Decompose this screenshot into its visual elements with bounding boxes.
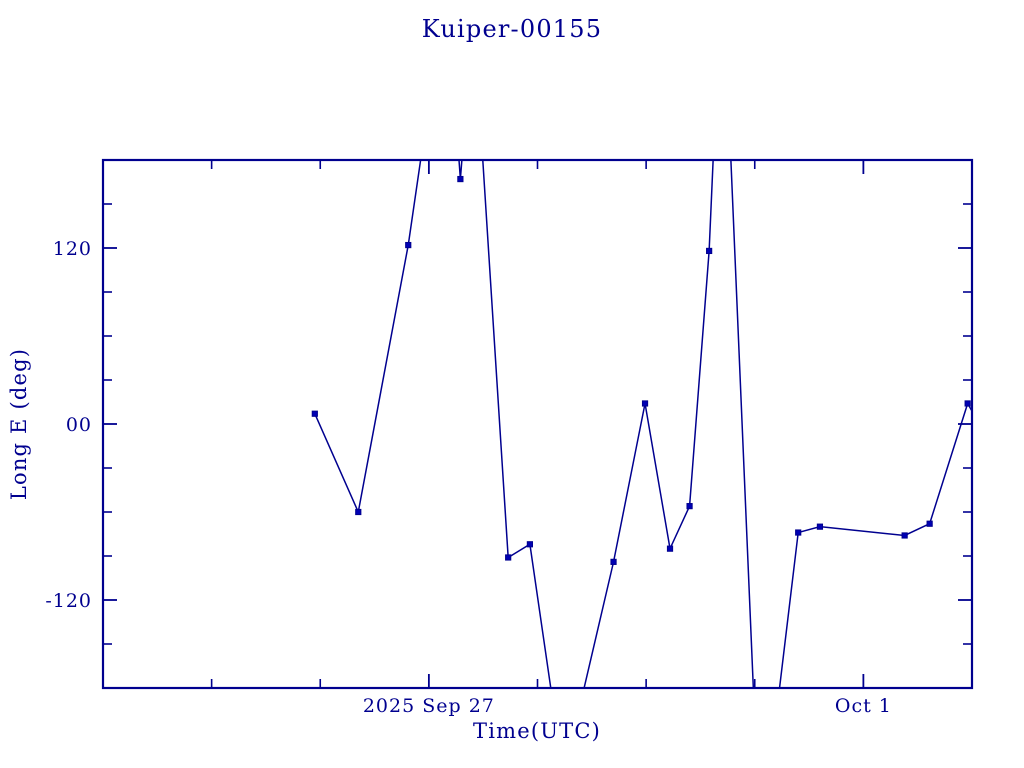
data-point-marker: [816, 523, 824, 530]
data-point-marker: [926, 520, 933, 527]
y-axis-tick-label: 120: [53, 238, 92, 260]
data-point-marker: [457, 175, 464, 183]
y-axis-tick-labels: 120 00 -120: [45, 238, 92, 612]
data-point-marker: [666, 545, 674, 552]
data-point-marker: [526, 541, 533, 548]
x-axis-tick-label: Oct 1: [835, 695, 892, 717]
data-point-marker: [505, 554, 512, 561]
series-line-long-e: [314, 160, 972, 688]
y-axis-ticks: [103, 203, 972, 645]
x-axis-tick-label: 2025 Sep 27: [363, 695, 495, 717]
data-point-marker: [686, 503, 693, 510]
data-point-marker: [355, 508, 362, 516]
axis-frame: [101, 158, 974, 690]
data-point-marker: [405, 241, 412, 249]
x-axis-ticks: [210, 160, 865, 688]
series-layer: [311, 160, 972, 688]
data-point-marker: [641, 400, 649, 407]
y-axis-title: Long E (deg): [7, 348, 31, 500]
data-point-marker: [311, 410, 318, 417]
data-point-marker: [795, 529, 802, 536]
series-markers: [311, 175, 971, 565]
data-point-marker: [901, 532, 908, 539]
data-point-marker: [964, 400, 971, 407]
x-axis-tick-labels: 2025 Sep 27 Oct 1: [363, 695, 892, 717]
data-point-marker: [610, 558, 617, 565]
y-axis-tick-label: -120: [45, 590, 92, 612]
data-point-marker: [706, 247, 713, 255]
x-axis-title: Time(UTC): [473, 719, 601, 743]
page-title: Kuiper-00155: [421, 15, 603, 43]
y-axis-tick-label: 00: [66, 414, 92, 436]
